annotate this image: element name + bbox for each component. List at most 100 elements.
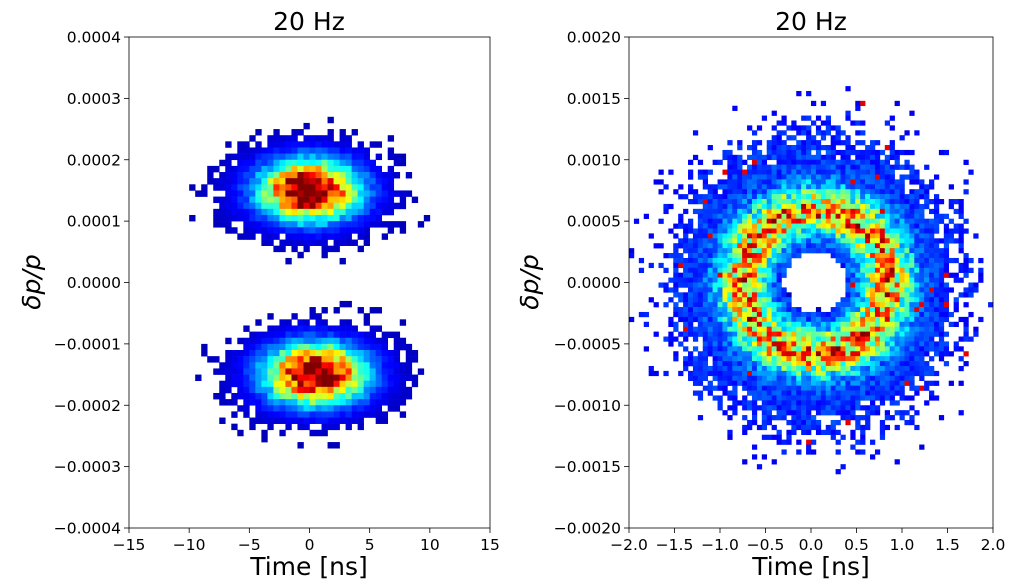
heatmap-cell xyxy=(894,208,900,215)
heatmap-cell xyxy=(285,196,292,204)
heatmap-cell xyxy=(683,292,689,298)
heatmap-cell xyxy=(919,361,925,367)
heatmap-cell xyxy=(756,424,763,431)
heatmap-cell xyxy=(796,405,802,411)
heatmap-cell xyxy=(899,292,905,298)
heatmap-cell xyxy=(727,223,733,229)
heatmap-cell xyxy=(756,336,763,342)
heatmap-cell xyxy=(776,243,782,249)
heatmap-cell xyxy=(904,267,910,273)
heatmap-cell xyxy=(953,228,959,234)
heatmap-cell xyxy=(722,302,728,308)
heatmap-cell xyxy=(697,218,704,224)
heatmap-cell xyxy=(894,336,900,342)
heatmap-cell xyxy=(815,380,822,386)
heatmap-cell xyxy=(722,311,728,318)
heatmap-cell xyxy=(707,184,713,190)
heatmap-cell xyxy=(879,341,886,347)
heatmap-cell xyxy=(884,395,890,401)
y-tick-label: 0.0001 xyxy=(67,213,121,231)
heatmap-cell xyxy=(722,218,728,224)
heatmap-cell xyxy=(825,169,831,175)
heatmap-cell xyxy=(914,336,920,342)
heatmap-cell xyxy=(688,370,694,377)
heatmap-cell xyxy=(393,374,401,381)
heatmap-cell xyxy=(850,277,856,283)
heatmap-cell xyxy=(840,405,846,411)
heatmap-cell xyxy=(756,390,763,396)
heatmap-cell xyxy=(747,405,753,411)
heatmap-cell xyxy=(850,199,856,205)
heatmap-cell xyxy=(399,202,407,210)
heatmap-cell xyxy=(697,361,704,367)
heatmap-cell xyxy=(855,120,861,126)
heatmap-cell xyxy=(297,386,304,394)
y-tick-label: −0.0005 xyxy=(554,335,621,353)
heatmap-cell xyxy=(943,238,950,244)
heatmap-cell xyxy=(291,356,298,363)
heatmap-cell xyxy=(351,159,358,167)
heatmap-cell xyxy=(904,199,910,205)
heatmap-cell xyxy=(811,375,817,381)
heatmap-cell xyxy=(697,302,704,308)
heatmap-cell xyxy=(889,311,895,318)
heatmap-cell xyxy=(697,365,704,372)
heatmap-cell xyxy=(870,248,876,254)
heatmap-cell xyxy=(369,362,376,369)
heatmap-cell xyxy=(756,253,763,259)
heatmap-cell xyxy=(267,392,274,400)
heatmap-cell xyxy=(801,370,807,377)
heatmap-cell xyxy=(796,316,802,323)
heatmap-cell xyxy=(978,257,984,264)
heatmap-cell xyxy=(309,141,316,148)
heatmap-cell xyxy=(771,405,777,411)
heatmap-cell xyxy=(894,159,900,165)
heatmap-cell xyxy=(879,424,886,431)
heatmap-cell xyxy=(899,365,905,372)
heatmap-cell xyxy=(737,199,743,205)
heatmap-cell xyxy=(663,208,669,215)
heatmap-cell xyxy=(766,297,772,303)
heatmap-cell xyxy=(747,199,753,205)
heatmap-cell xyxy=(333,392,340,400)
heatmap-cell xyxy=(919,316,925,323)
heatmap-cell xyxy=(806,223,812,229)
heatmap-cell xyxy=(717,272,723,278)
heatmap-cell xyxy=(884,346,890,352)
heatmap-cell xyxy=(904,419,910,426)
heatmap-cell xyxy=(303,141,310,148)
heatmap-cell xyxy=(333,374,340,381)
heatmap-cell xyxy=(815,385,822,391)
heatmap-cell xyxy=(339,337,346,345)
heatmap-cell xyxy=(761,164,768,170)
heatmap-cell xyxy=(399,368,407,375)
heatmap-cell xyxy=(663,267,669,273)
heatmap-cell xyxy=(387,380,395,388)
heatmap-cell xyxy=(938,297,945,303)
heatmap-cell xyxy=(904,311,910,318)
heatmap-cell xyxy=(874,257,881,264)
heatmap-cell xyxy=(291,129,298,136)
heatmap-cell xyxy=(835,169,841,175)
heatmap-cell xyxy=(889,292,895,298)
heatmap-cell xyxy=(796,365,802,372)
heatmap-cell xyxy=(697,194,704,200)
heatmap-cell xyxy=(303,122,310,130)
heatmap-cell xyxy=(297,251,304,259)
heatmap-cell xyxy=(904,302,910,308)
heatmap-cell xyxy=(702,297,708,303)
heatmap-cell xyxy=(273,374,280,381)
heatmap-cell xyxy=(924,267,930,273)
heatmap-cell xyxy=(697,292,704,298)
heatmap-cell xyxy=(811,390,817,396)
heatmap-cell xyxy=(387,208,395,216)
heatmap-cell xyxy=(717,395,723,401)
heatmap-cell xyxy=(339,343,346,351)
heatmap-cell xyxy=(845,267,851,273)
heatmap-cell xyxy=(727,361,733,367)
heatmap-cell xyxy=(830,341,836,347)
heatmap-cell xyxy=(845,238,851,244)
heatmap-cell xyxy=(845,361,851,367)
heatmap-cell xyxy=(267,374,274,381)
heatmap-cell xyxy=(658,218,664,224)
